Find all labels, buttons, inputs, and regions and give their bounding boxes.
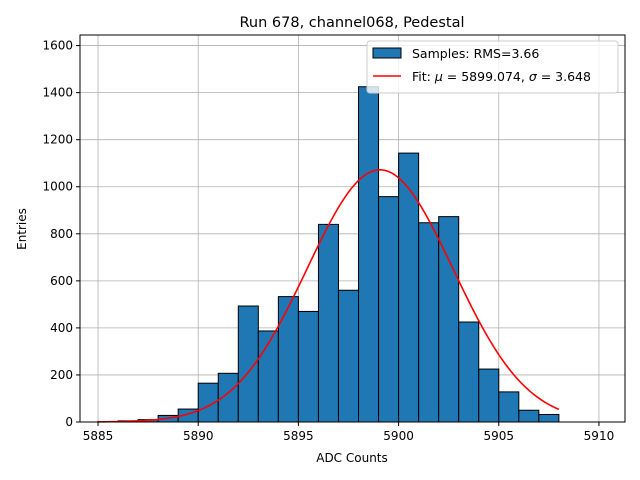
y-tick-label: 0 [65,415,73,429]
grid-lines [80,35,625,423]
y-tick-label: 1200 [42,133,73,147]
y-tick-label: 1400 [42,86,73,100]
legend-mu-symbol: μ [434,69,443,84]
legend-sigma-value: = 3.648 [537,69,591,84]
x-tick-label: 5895 [283,429,314,443]
legend-fit-prefix: Fit: [412,69,435,84]
histogram-bars [97,86,560,423]
x-axis-label: ADC Counts [316,451,388,465]
histogram-bar [358,86,380,423]
chart-title: Run 678, channel068, Pedestal [239,15,464,31]
legend: Samples: RMS=3.66 Fit: μ = 5899.074, σ =… [366,40,619,94]
histogram-bar [538,413,560,423]
y-tick-label: 400 [50,321,73,335]
legend-fit-label: Fit: μ = 5899.074, σ = 3.648 [412,69,591,84]
fit-curve-layer [98,169,560,423]
legend-mu-value: = 5899.074, [443,69,529,84]
y-tick-label: 1000 [42,180,73,194]
x-tick-label: 5900 [383,429,414,443]
x-tick-label: 5890 [183,429,214,443]
fit-curve [98,169,560,423]
histogram-bar [297,310,319,423]
y-tick-label: 800 [50,227,73,241]
y-tick-label: 200 [50,368,73,382]
histogram-bar [277,296,299,423]
x-axis-ticks: 5885 5890 5895 5900 5905 5910 [83,422,614,443]
histogram-bar [478,368,500,423]
legend-sigma-symbol: σ [529,69,538,84]
histogram-bar [418,222,440,423]
legend-histogram-label: Samples: RMS=3.66 [412,46,539,61]
plot-frame [79,34,626,423]
histogram-bar [317,223,339,423]
histogram-bar [518,409,540,423]
x-tick-label: 5910 [584,429,615,443]
histogram-bar [438,216,460,423]
histogram-bar [337,289,360,423]
y-axis-label: Entries [15,208,29,250]
y-tick-label: 600 [50,274,73,288]
x-tick-label: 5885 [83,429,114,443]
legend-histogram-swatch [372,47,402,59]
histogram-bar [398,152,420,423]
histogram-bar [378,196,400,423]
histogram-bar [498,391,520,423]
legend-box [366,40,619,94]
y-tick-label: 1600 [42,39,73,53]
y-axis-ticks: 0 200 400 600 800 1000 1200 1400 1600 [42,39,80,429]
histogram-bar [458,321,480,423]
x-tick-label: 5905 [483,429,514,443]
